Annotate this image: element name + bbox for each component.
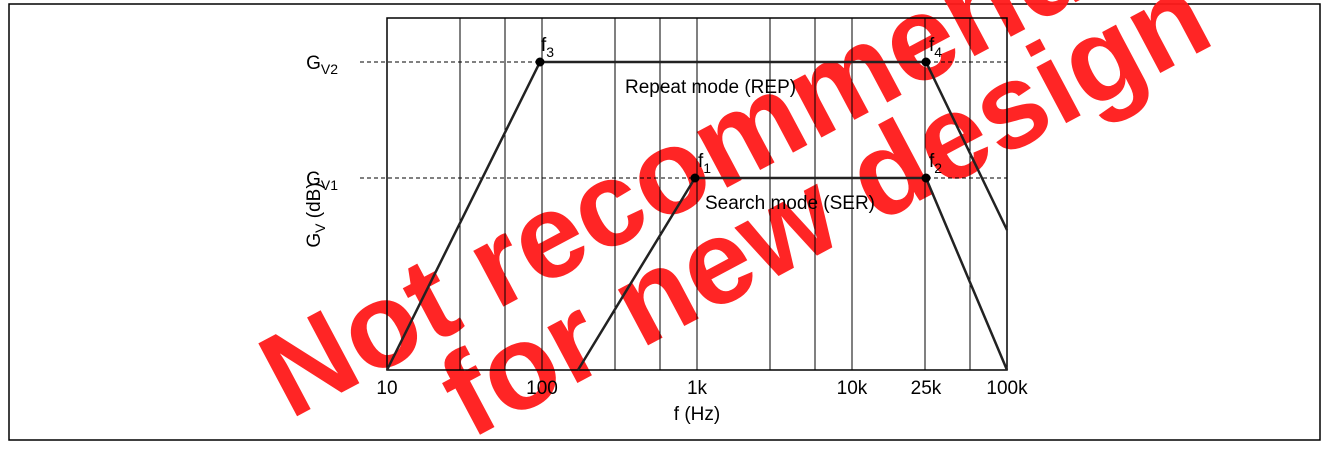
x-tick-label: 10 — [376, 378, 397, 399]
curve-label: Repeat mode (REP) — [625, 77, 796, 98]
point — [535, 57, 545, 67]
point-label: f4 — [929, 35, 942, 60]
x-ticks: 10 100 1k 10k 25k 100k — [376, 378, 1028, 399]
x-tick-label: 100 — [526, 378, 558, 399]
point — [921, 57, 931, 67]
points — [535, 57, 931, 183]
point — [921, 173, 931, 183]
level-label: GV2 — [306, 53, 338, 77]
plot-frame — [386, 17, 1008, 371]
curve-label: Search mode (SER) — [705, 193, 875, 214]
point — [690, 173, 700, 183]
x-axis-title: f (Hz) — [674, 404, 720, 425]
x-tick-label: 100k — [986, 378, 1028, 399]
rep-curve — [385, 60, 1009, 371]
point-label: f3 — [541, 35, 554, 60]
level-label: GV1 — [306, 169, 338, 193]
point-label: f1 — [698, 151, 711, 176]
x-tick-label: 1k — [687, 378, 708, 399]
x-tick-label: 10k — [837, 378, 868, 399]
x-tick-label: 25k — [911, 378, 942, 399]
frame — [8, 3, 1321, 441]
y-axis-title: GV (dB) — [304, 182, 328, 247]
ser-curve — [576, 176, 1009, 371]
point-label: f2 — [929, 151, 942, 176]
